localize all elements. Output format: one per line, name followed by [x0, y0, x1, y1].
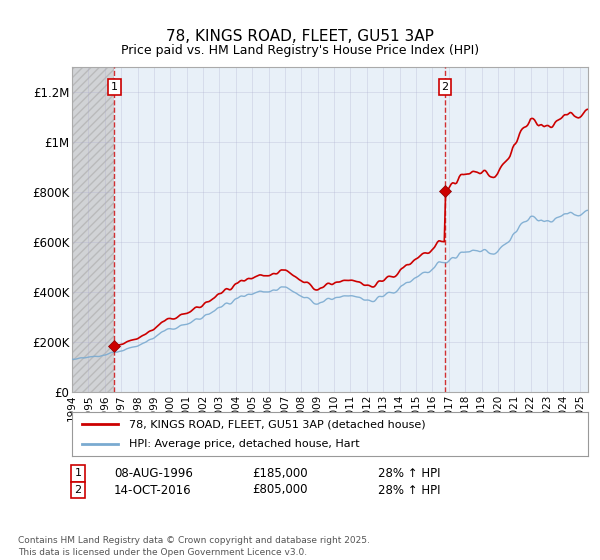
Text: 2: 2 [442, 82, 449, 92]
Text: Price paid vs. HM Land Registry's House Price Index (HPI): Price paid vs. HM Land Registry's House … [121, 44, 479, 57]
Text: HPI: Average price, detached house, Hart: HPI: Average price, detached house, Hart [129, 439, 359, 449]
Bar [72, 67, 114, 392]
Text: 28% ↑ HPI: 28% ↑ HPI [378, 466, 440, 480]
Text: 1: 1 [74, 468, 82, 478]
Text: 78, KINGS ROAD, FLEET, GU51 3AP (detached house): 78, KINGS ROAD, FLEET, GU51 3AP (detache… [129, 419, 425, 429]
Text: £805,000: £805,000 [252, 483, 308, 497]
Text: 1: 1 [111, 82, 118, 92]
Text: 2: 2 [74, 485, 82, 495]
Text: 08-AUG-1996: 08-AUG-1996 [114, 466, 193, 480]
Bar [114, 67, 588, 392]
Text: Contains HM Land Registry data © Crown copyright and database right 2025.
This d: Contains HM Land Registry data © Crown c… [18, 536, 370, 557]
Text: £185,000: £185,000 [252, 466, 308, 480]
Text: 28% ↑ HPI: 28% ↑ HPI [378, 483, 440, 497]
Text: 78, KINGS ROAD, FLEET, GU51 3AP: 78, KINGS ROAD, FLEET, GU51 3AP [166, 29, 434, 44]
Text: 14-OCT-2016: 14-OCT-2016 [114, 483, 191, 497]
